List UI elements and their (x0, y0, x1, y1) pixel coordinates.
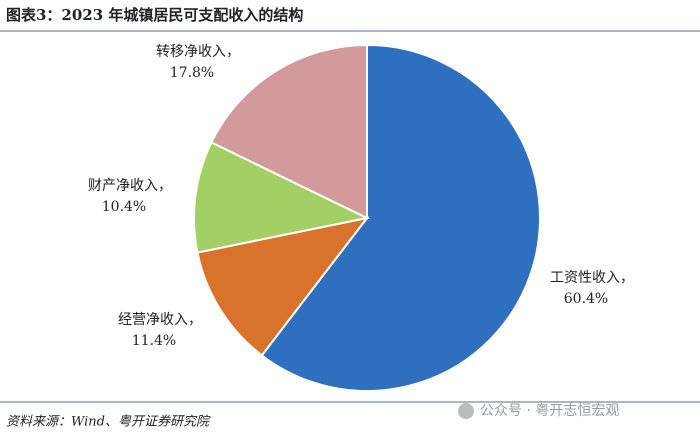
watermark-icon (458, 403, 474, 419)
pie-slice (210, 43, 368, 220)
slice-value-label: 11.4% (132, 333, 176, 349)
slice-value-label: 60.4% (564, 291, 608, 307)
slice-label: 工资性收入， (550, 270, 634, 286)
slice-label: 经营净收入， (118, 312, 202, 328)
watermark: 公众号 · 粤开志恒宏观 (480, 403, 619, 419)
pie-slice (260, 43, 541, 392)
slice-value-label: 10.4% (102, 199, 146, 215)
slice-label: 财产净收入， (88, 178, 172, 194)
slice-value-label: 17.8% (170, 65, 214, 81)
pie-slice (193, 141, 371, 254)
source-note: 资料来源：Wind、粤开证券研究院 (6, 414, 211, 430)
chart-title: 图表3：2023 年城镇居民可支配收入的结构 (6, 6, 303, 24)
slice-label: 转移净收入， (156, 44, 240, 60)
pie-slice (196, 216, 370, 357)
